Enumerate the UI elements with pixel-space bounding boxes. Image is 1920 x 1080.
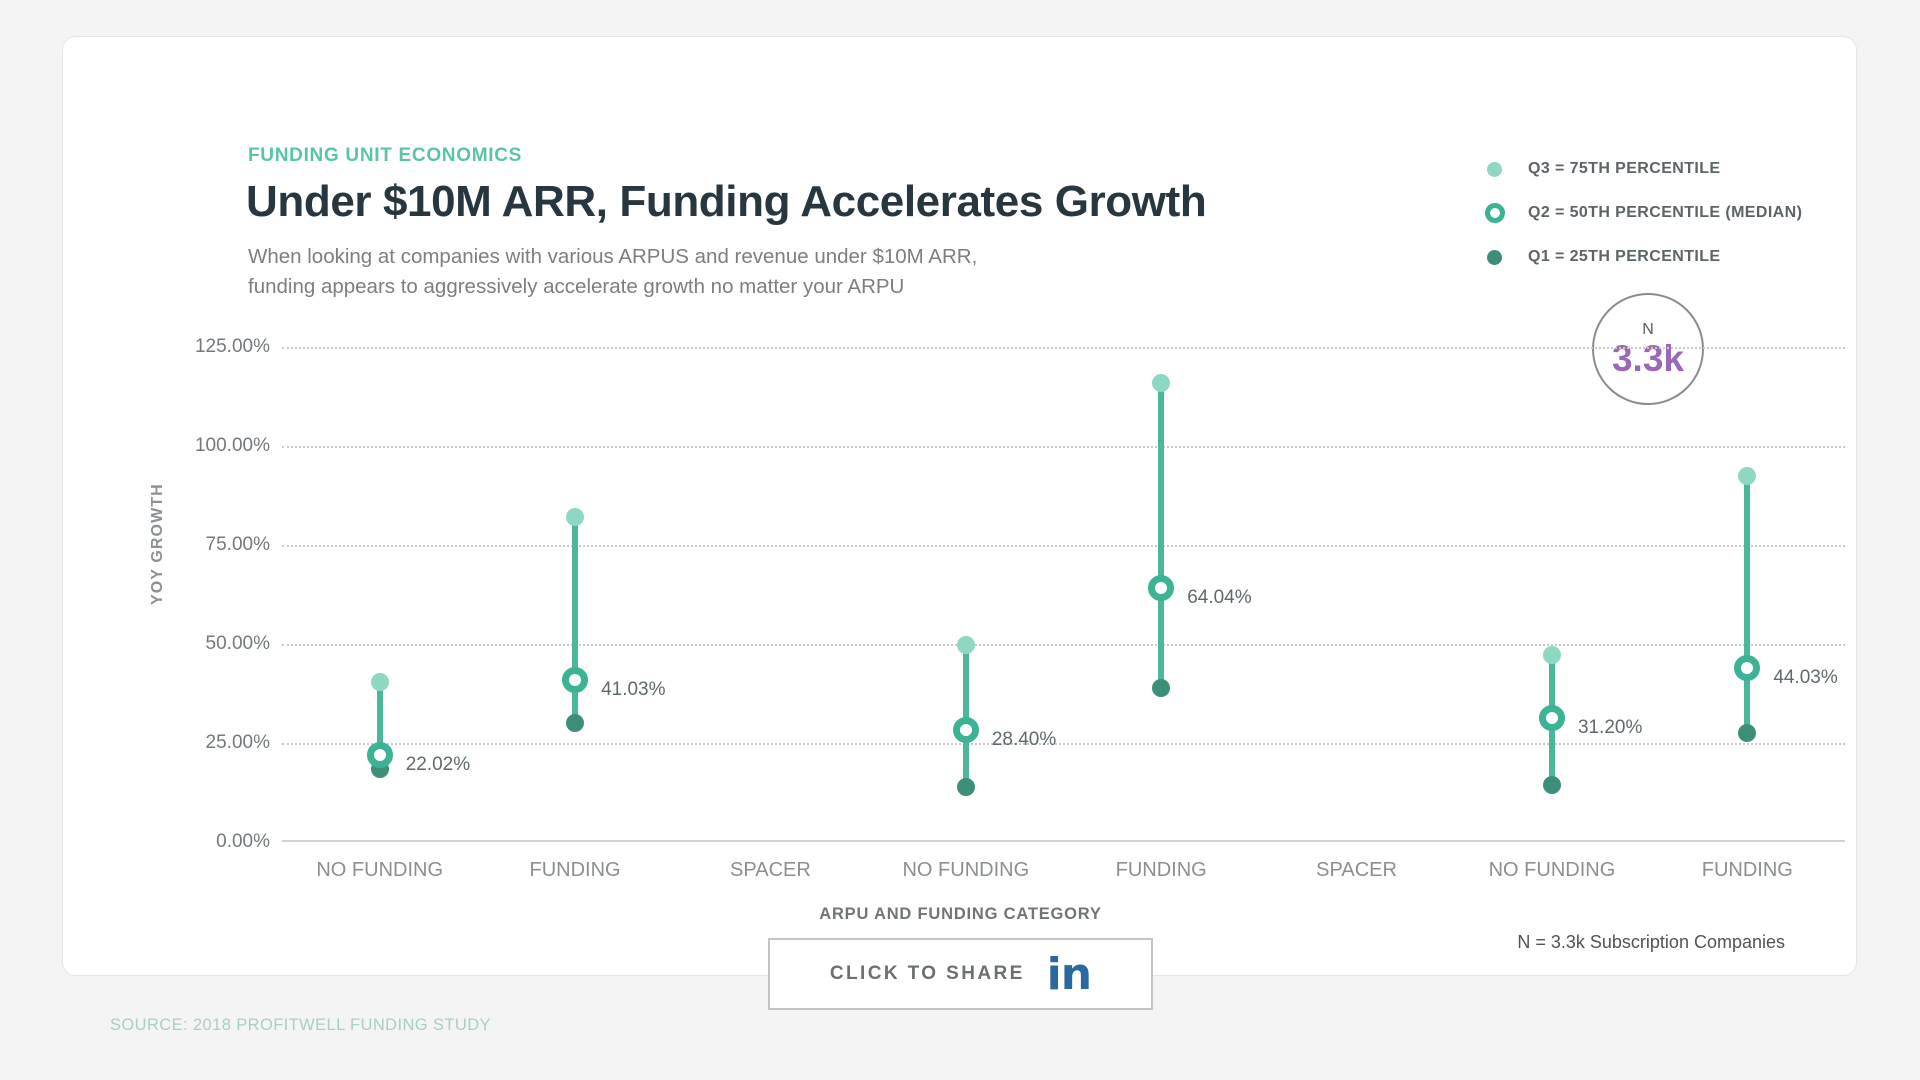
subtitle: When looking at companies with various A… [248, 242, 977, 302]
data-point-q1[interactable] [1738, 724, 1757, 743]
legend-label-q1: Q1 = 25TH PERCENTILE [1528, 248, 1721, 265]
share-button-label: CLICK TO SHARE [829, 963, 1025, 984]
data-point-q2[interactable] [952, 716, 979, 743]
data-point-q2[interactable] [366, 741, 393, 768]
data-point-q2[interactable] [1538, 705, 1565, 732]
badge-value: 3.3k [1611, 337, 1684, 379]
gridline [282, 743, 1845, 745]
x-axis-tick-label: NO FUNDING [902, 859, 1030, 881]
data-point-q2[interactable] [562, 666, 589, 693]
x-axis-title: ARPU AND FUNDING CATEGORY [819, 905, 1102, 923]
plot-area: 22.02% 41.03% 28.40% 64.04% 31.20% 44.03% [282, 347, 1845, 842]
x-axis-tick-label: NO FUNDING [1488, 859, 1616, 881]
y-axis-tick-label: 75.00% [205, 534, 270, 555]
range-stem [1158, 382, 1165, 688]
legend-label-q2: Q2 = 50TH PERCENTILE (MEDIAN) [1528, 204, 1803, 221]
data-point-q2[interactable] [1148, 575, 1175, 602]
data-point-label: 44.03% [1773, 666, 1838, 688]
x-axis-line [282, 840, 1845, 842]
data-point-label: 41.03% [601, 678, 666, 700]
gridline [282, 644, 1845, 646]
data-point-q1[interactable] [1152, 678, 1171, 697]
data-point-q3[interactable] [566, 508, 585, 527]
range-stem [962, 645, 969, 787]
data-point-q3[interactable] [1738, 466, 1757, 485]
legend-marker-q2-icon [1485, 203, 1505, 223]
gridline [282, 545, 1845, 547]
sample-size-badge: N 3.3k [1592, 293, 1704, 405]
page-title: Under $10M ARR, Funding Accelerates Grow… [246, 177, 1207, 226]
data-point-label: 31.20% [1577, 717, 1643, 739]
subtitle-line-2: funding appears to aggressively accelera… [248, 275, 905, 298]
y-axis-tick-label: 100.00% [194, 435, 270, 456]
y-axis-tick-label: 50.00% [205, 633, 270, 654]
range-stem [376, 681, 383, 769]
data-point-q3[interactable] [1152, 373, 1171, 392]
data-point-label: 22.02% [405, 753, 471, 775]
x-axis-tick-label: SPACER [730, 859, 811, 881]
eyebrow-label: FUNDING UNIT ECONOMICS [248, 145, 523, 166]
data-point-label: 64.04% [1187, 587, 1252, 609]
gridline [282, 347, 1845, 349]
data-point-label: 28.40% [991, 728, 1057, 750]
y-axis-tick-label: 125.00% [194, 336, 270, 357]
gridline [282, 446, 1845, 448]
legend-item-q2: Q2 = 50TH PERCENTILE (MEDIAN) [1485, 191, 1803, 235]
legend-label-q3: Q3 = 75TH PERCENTILE [1528, 160, 1721, 177]
legend-item-q1: Q1 = 25TH PERCENTILE [1487, 235, 1802, 279]
share-button[interactable]: CLICK TO SHARE in [768, 938, 1153, 1010]
data-point-q1[interactable] [566, 714, 585, 733]
badge-caption: N [1642, 320, 1654, 338]
source-note: SOURCE: 2018 PROFITWELL FUNDING STUDY [110, 1016, 491, 1034]
data-point-q1[interactable] [1542, 775, 1561, 794]
sample-size-note: N = 3.3k Subscription Companies [1517, 932, 1785, 952]
legend-item-q3: Q3 = 75TH PERCENTILE [1487, 147, 1802, 191]
x-axis-tick-label: FUNDING [529, 859, 621, 881]
subtitle-line-1: When looking at companies with various A… [248, 245, 978, 268]
data-point-q3[interactable] [370, 672, 389, 691]
x-axis-tick-label: FUNDING [1701, 859, 1793, 881]
x-axis-tick-label: NO FUNDING [316, 859, 444, 881]
legend-marker-q3-icon [1487, 161, 1502, 177]
data-point-q3[interactable] [956, 636, 975, 655]
data-point-q3[interactable] [1542, 645, 1561, 664]
y-axis-tick-label: 0.00% [216, 831, 270, 852]
chart-card: FUNDING UNIT ECONOMICS Under $10M ARR, F… [62, 36, 1857, 976]
range-stem [572, 517, 579, 724]
data-point-q2[interactable] [1734, 654, 1761, 681]
chart-legend: Q3 = 75TH PERCENTILE Q2 = 50TH PERCENTIL… [1485, 147, 1803, 279]
legend-marker-q1-icon [1487, 249, 1502, 265]
x-axis-tick-label: SPACER [1316, 859, 1397, 881]
x-axis-tick-label: FUNDING [1115, 859, 1207, 881]
y-axis-tick-label: 25.00% [205, 732, 270, 753]
linkedin-icon: in [1046, 948, 1092, 1000]
range-stem [1744, 475, 1751, 734]
data-point-q1[interactable] [956, 777, 975, 796]
